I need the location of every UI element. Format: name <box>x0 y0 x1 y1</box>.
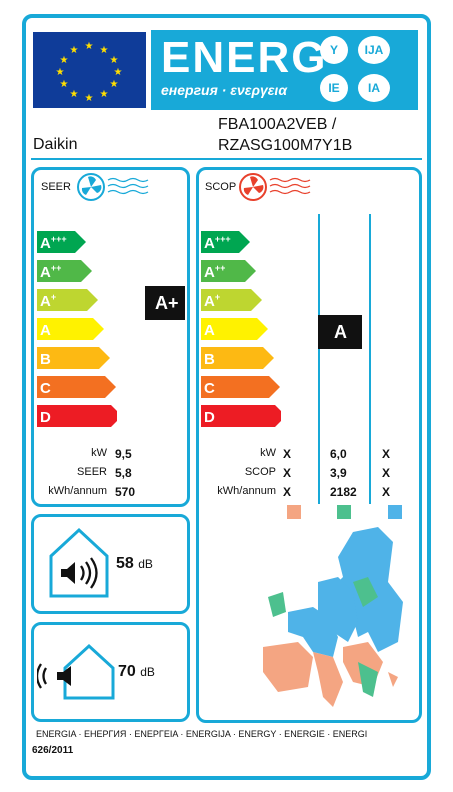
scale-arrow-4 <box>201 347 274 369</box>
scop-col3-value: X <box>382 485 391 499</box>
scale-arrow-label: B <box>40 351 51 368</box>
scale-arrow-5 <box>37 376 116 398</box>
scop-rating-value: A <box>334 322 347 342</box>
scale-arrow-4 <box>37 347 110 369</box>
scop-col2-value: 6,0 <box>330 447 347 461</box>
scale-arrow-2 <box>37 289 98 311</box>
zone-swatch-colder <box>388 505 402 519</box>
scop-col1-value: X <box>283 466 292 480</box>
scale-arrow-0 <box>201 231 250 253</box>
scale-arrow-5 <box>201 376 280 398</box>
lang-code-ija: IJA <box>358 36 390 64</box>
svg-text:★: ★ <box>60 79 69 90</box>
scop-col2-value: 2182 <box>330 485 357 499</box>
outdoor-house-speaker-icon <box>35 640 119 707</box>
scale-arrow-1 <box>37 260 92 282</box>
svg-text:★: ★ <box>70 89 79 100</box>
outdoor-noise-panel <box>31 622 190 722</box>
scop-rating-arrow: A <box>318 315 362 349</box>
indoor-house-speaker-icon <box>47 524 111 605</box>
model-indoor: FBA100A2VEB / <box>218 116 337 133</box>
seer-row-label: kWh/annum <box>48 485 107 497</box>
supplier-name: Daikin <box>33 136 78 153</box>
scop-row-label: kW <box>260 447 276 459</box>
scale-arrow-3 <box>201 318 268 340</box>
scale-arrow-label: B <box>204 351 215 368</box>
svg-text:★: ★ <box>70 45 79 56</box>
svg-text:★: ★ <box>85 93 94 104</box>
indoor-noise-panel <box>31 514 190 614</box>
scale-arrow-3 <box>37 318 104 340</box>
indoor-db-number: 58 <box>116 555 134 572</box>
eu-flag: ★ ★ ★ ★ ★ ★ ★ ★ ★ ★ ★ ★ <box>33 32 146 108</box>
svg-text:★: ★ <box>110 55 119 66</box>
scale-arrow-0 <box>37 231 86 253</box>
seer-title: SEER <box>41 181 71 193</box>
scale-arrow-label: C <box>40 380 51 397</box>
seer-row-value: 570 <box>115 485 136 499</box>
outdoor-db-unit: dB <box>140 665 155 679</box>
footer-languages: ENERGIA · ЕНЕРГИЯ · ΕΝΕΡΓΕΙΑ · ENERGIJA … <box>36 729 368 739</box>
lang-code-ie: IE <box>320 74 348 102</box>
scale-arrow-label: A <box>204 322 215 339</box>
scop-col1-value: X <box>283 485 292 499</box>
scale-arrow-6 <box>201 405 281 427</box>
scale-arrow-2 <box>201 289 262 311</box>
seer-row-value: 5,8 <box>115 466 132 480</box>
svg-text:★: ★ <box>56 67 65 78</box>
scale-arrow-6 <box>37 405 117 427</box>
scale-arrow-label: D <box>204 409 215 426</box>
svg-text:★: ★ <box>100 89 109 100</box>
scale-arrow-label: D <box>40 409 51 426</box>
scale-arrow-1 <box>201 260 256 282</box>
column-divider <box>318 214 320 504</box>
lang-code-y: Y <box>320 36 348 64</box>
seer-rating-value: A+ <box>155 293 179 313</box>
svg-text:★: ★ <box>100 45 109 56</box>
outdoor-noise-value: 70 dB <box>118 663 155 681</box>
svg-text:★: ★ <box>114 67 123 78</box>
svg-text:★: ★ <box>110 79 119 90</box>
scop-row-label: kWh/annum <box>217 485 276 497</box>
label-frame <box>22 14 431 780</box>
fan-icon <box>76 172 156 207</box>
seer-row-value: 9,5 <box>115 447 132 461</box>
seer-rating-arrow: A+ <box>145 286 185 320</box>
scop-col1-value: X <box>283 447 292 461</box>
regulation-number: 626/2011 <box>32 745 74 756</box>
energy-subtitle: енергия · ενεργεια <box>161 82 288 98</box>
seer-row-label: kW <box>91 447 107 459</box>
seer-row-label: SEER <box>77 466 107 478</box>
column-divider <box>369 214 371 504</box>
indoor-db-unit: dB <box>138 557 153 571</box>
scop-col2-value: 3,9 <box>330 466 347 480</box>
energy-title: ENERG <box>161 33 328 82</box>
svg-text:★: ★ <box>60 55 69 66</box>
svg-text:★: ★ <box>85 41 94 52</box>
scale-arrow-label: A <box>40 322 51 339</box>
zone-swatch-warmer <box>287 505 301 519</box>
heat-fan-icon <box>238 172 318 207</box>
indoor-noise-value: 58 dB <box>116 555 153 573</box>
zone-swatch-average <box>337 505 351 519</box>
lang-code-ia: IA <box>358 74 390 102</box>
seer-panel <box>31 167 190 507</box>
scop-col3-value: X <box>382 447 391 461</box>
scop-panel <box>196 167 422 723</box>
scale-arrow-label: C <box>204 380 215 397</box>
scop-col3-value: X <box>382 466 391 480</box>
model-outdoor: RZASG100M7Y1B <box>218 137 353 154</box>
europe-climate-map <box>263 527 403 707</box>
scop-title: SCOP <box>205 181 237 193</box>
scop-row-label: SCOP <box>244 466 276 478</box>
divider <box>31 158 422 160</box>
outdoor-db-number: 70 <box>118 663 136 680</box>
